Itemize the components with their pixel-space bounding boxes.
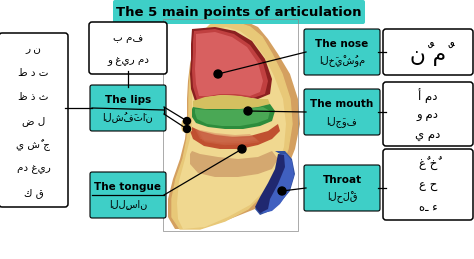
Polygon shape — [197, 131, 257, 143]
Polygon shape — [195, 32, 263, 96]
FancyBboxPatch shape — [0, 33, 68, 207]
Text: الشُفَتَان: الشُفَتَان — [103, 112, 154, 123]
Circle shape — [244, 107, 252, 115]
Polygon shape — [200, 132, 260, 145]
Text: ع ح: ع ح — [419, 179, 437, 192]
Text: مد غير: مد غير — [17, 164, 50, 174]
FancyBboxPatch shape — [90, 85, 166, 131]
FancyBboxPatch shape — [383, 29, 473, 75]
Polygon shape — [190, 124, 280, 149]
Polygon shape — [258, 154, 294, 213]
Text: The tongue: The tongue — [94, 182, 162, 192]
Text: و مد: و مد — [417, 109, 439, 121]
Text: اللِسان: اللِسان — [109, 199, 147, 209]
Text: هـ ء: هـ ء — [419, 201, 438, 214]
Text: و غير مد: و غير مد — [107, 56, 149, 66]
Text: The 5 main points of articulation: The 5 main points of articulation — [116, 5, 362, 18]
Text: ك ق: ك ق — [24, 188, 44, 198]
Polygon shape — [168, 19, 300, 229]
Text: ط د ت: ط د ت — [18, 68, 49, 78]
Circle shape — [238, 145, 246, 153]
Circle shape — [214, 70, 222, 78]
Text: الجَوف: الجَوف — [327, 116, 357, 127]
Text: ي شٌ ج: ي شٌ ج — [17, 139, 51, 151]
FancyBboxPatch shape — [89, 22, 167, 74]
FancyBboxPatch shape — [304, 165, 380, 211]
Text: ر ن: ر ن — [26, 44, 41, 54]
Circle shape — [183, 118, 191, 125]
FancyBboxPatch shape — [113, 0, 365, 24]
Text: The mouth: The mouth — [310, 99, 374, 110]
Polygon shape — [177, 27, 286, 229]
Text: Throat: Throat — [322, 175, 362, 185]
Polygon shape — [255, 151, 295, 215]
Text: غٌ خٌ: غٌ خٌ — [419, 157, 437, 171]
Text: ظ ذ ث: ظ ذ ث — [18, 92, 49, 102]
Polygon shape — [190, 151, 278, 177]
Polygon shape — [190, 27, 272, 101]
Text: الحَلْق: الحَلْق — [327, 191, 357, 203]
Text: The nose: The nose — [315, 39, 369, 49]
Polygon shape — [192, 104, 275, 129]
Text: ي مد: ي مد — [415, 128, 441, 141]
Polygon shape — [255, 154, 285, 213]
Text: نٌ مٌ: نٌ مٌ — [410, 42, 446, 66]
Polygon shape — [172, 21, 292, 229]
FancyBboxPatch shape — [304, 89, 380, 135]
Polygon shape — [192, 29, 268, 100]
Text: The lips: The lips — [105, 95, 151, 105]
Text: ض ل: ض ل — [22, 116, 45, 126]
FancyBboxPatch shape — [90, 172, 166, 218]
Text: ب مف: ب مف — [113, 33, 143, 43]
Polygon shape — [181, 118, 192, 134]
Circle shape — [278, 187, 286, 195]
Polygon shape — [195, 129, 255, 142]
Polygon shape — [195, 107, 270, 126]
FancyBboxPatch shape — [383, 149, 473, 220]
Text: الخَيْشُوم: الخَيْشُوم — [319, 55, 365, 67]
FancyBboxPatch shape — [304, 29, 380, 75]
Polygon shape — [193, 95, 270, 109]
Text: أ مد: أ مد — [418, 88, 438, 103]
FancyBboxPatch shape — [383, 82, 473, 146]
Circle shape — [183, 126, 191, 133]
